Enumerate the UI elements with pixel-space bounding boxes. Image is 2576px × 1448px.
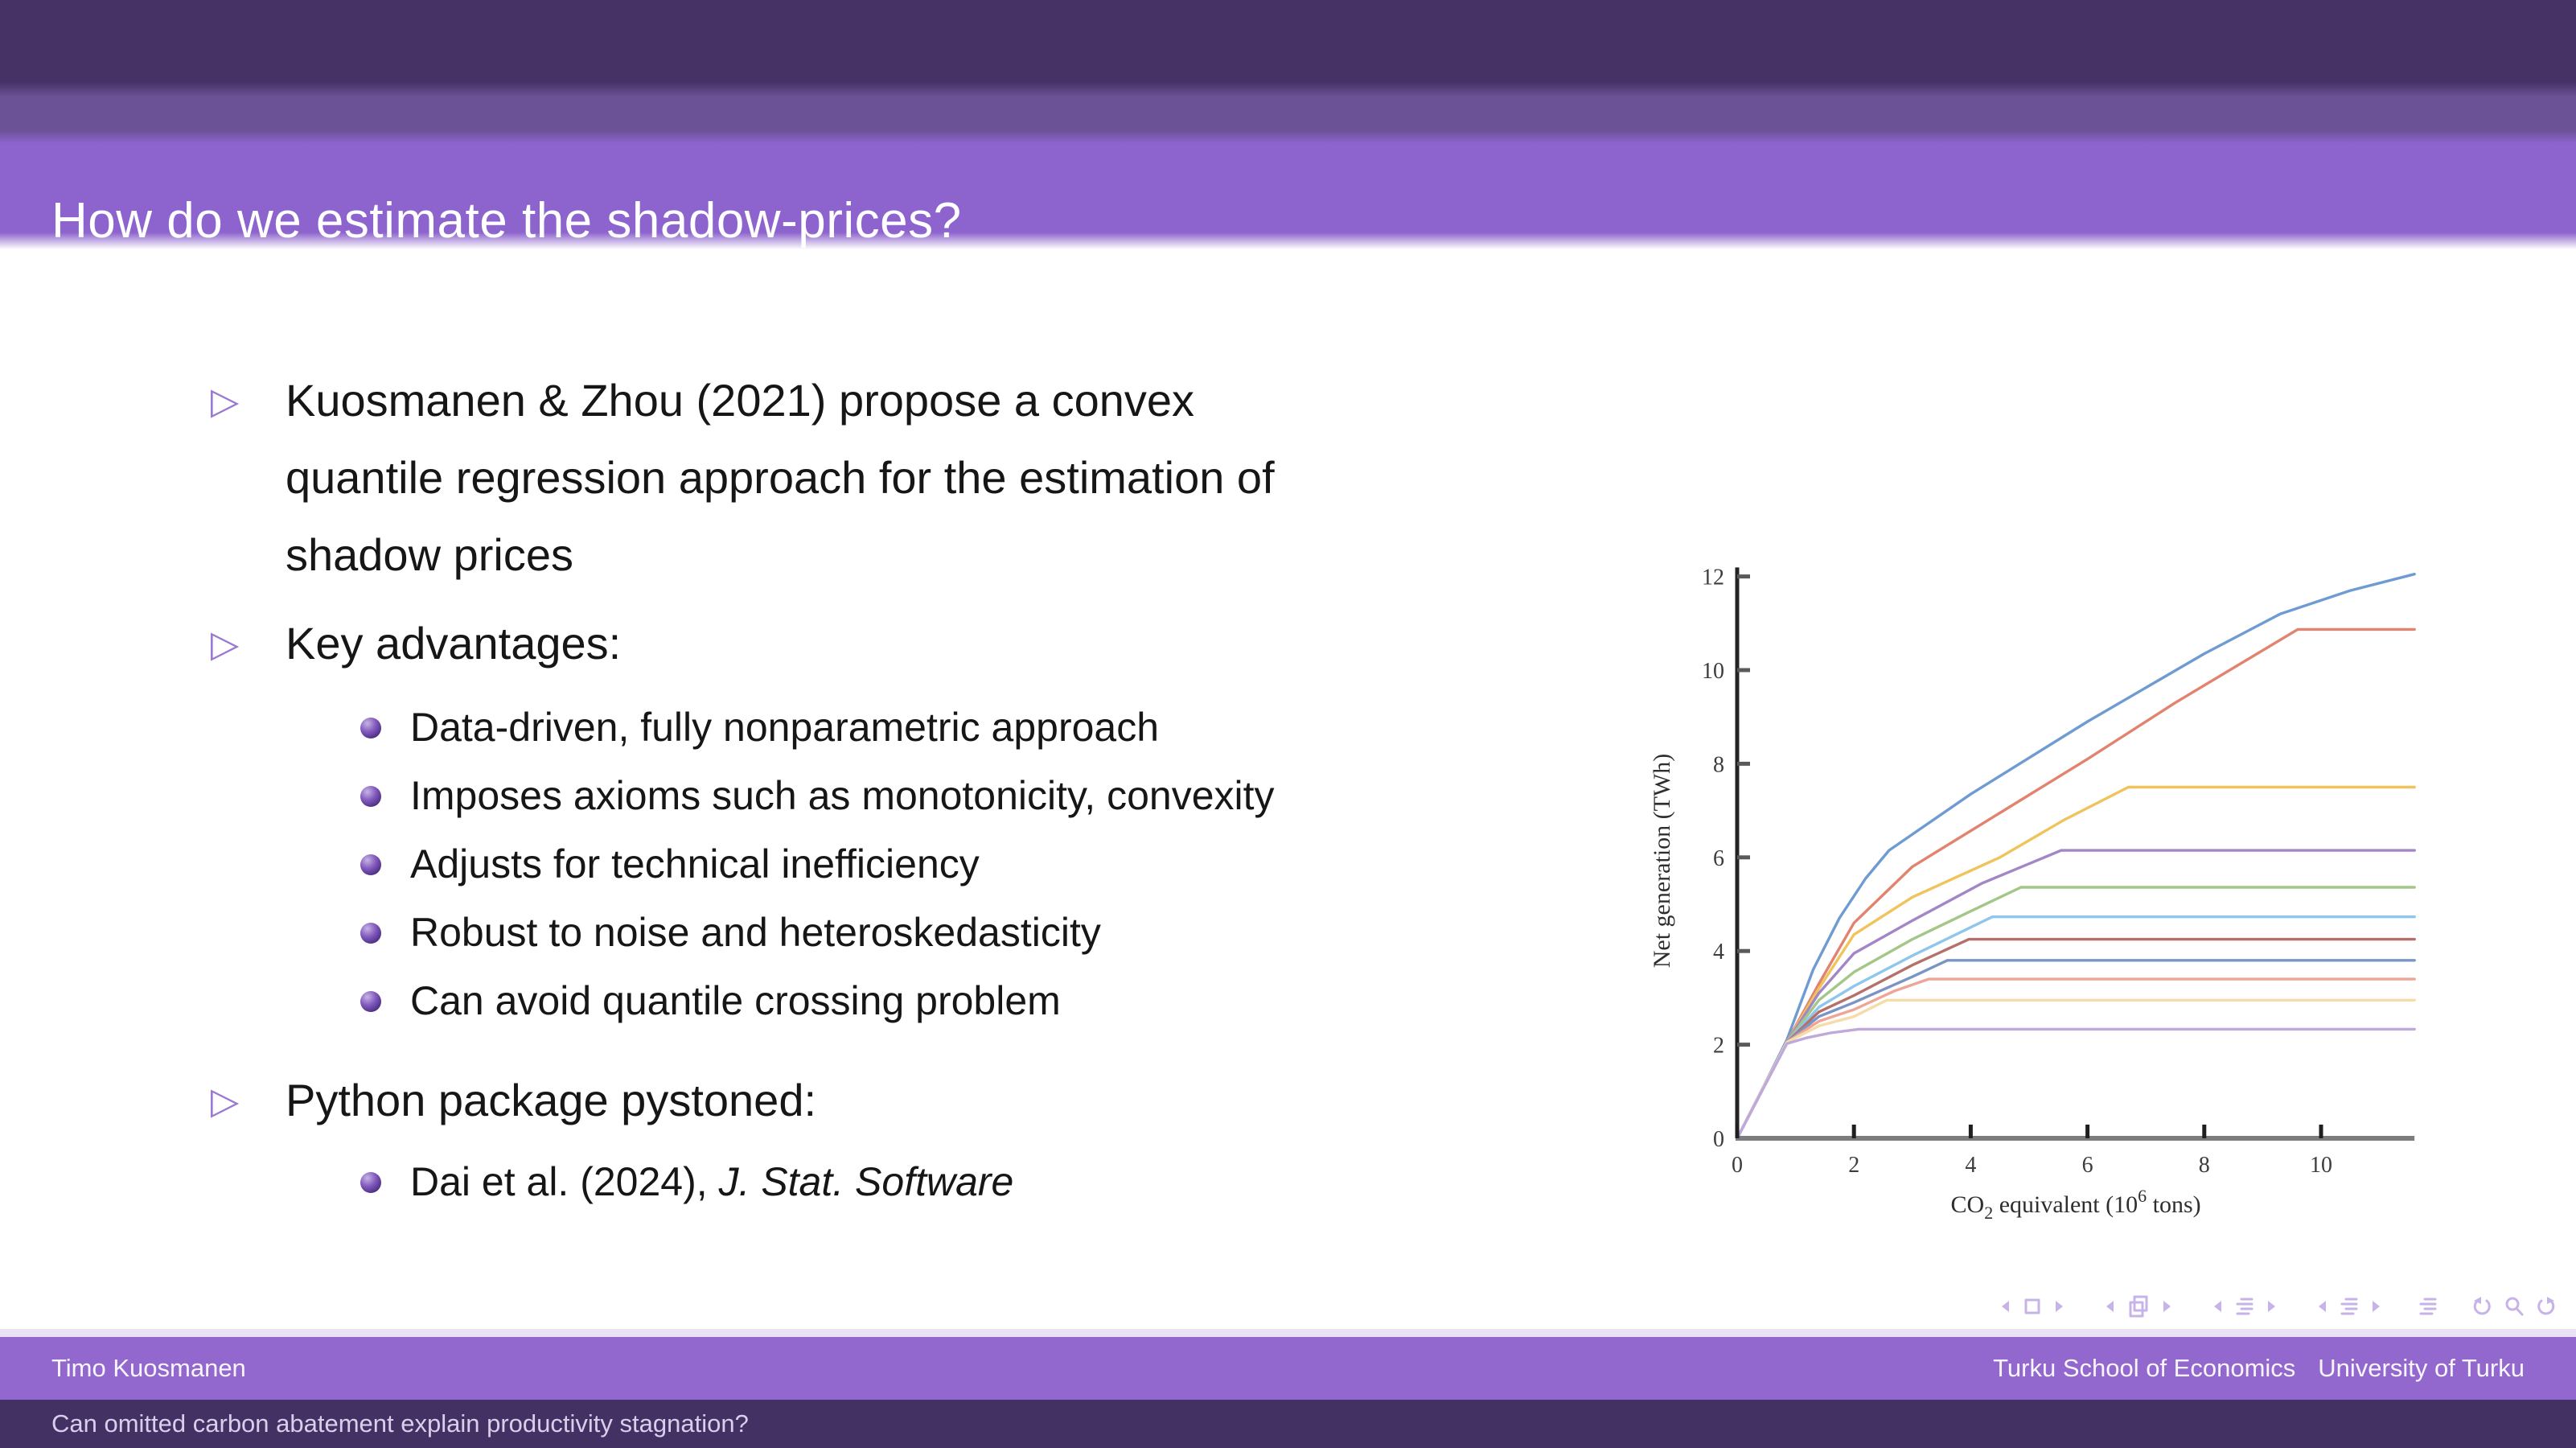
beamer-nav-bar — [1968, 1286, 2562, 1327]
journal-name: J. Stat. Software — [718, 1159, 1014, 1204]
bullet-item: Kuosmanen & Zhou (2021) propose a convex… — [286, 362, 1275, 594]
bullet-line: quantile regression approach for the est… — [286, 452, 1275, 503]
x-tick-label: 4 — [1965, 1153, 1976, 1178]
nav-section-group — [2309, 1294, 2389, 1318]
x-tick-label: 8 — [2199, 1153, 2210, 1178]
quantile-regression-chart: 0 2 4 6 8 10 0 2 4 6 8 10 12 Net generation (TWh) CO2 … — [1608, 531, 2576, 1287]
sub-bullet-text: Dai et al. (2024), — [410, 1159, 719, 1204]
triangle-bullet-icon: ▷ — [211, 380, 240, 422]
footer-institute-school: Turku School of Economics — [1993, 1354, 2296, 1382]
footer-institute: Turku School of Economics University of … — [1993, 1354, 2525, 1383]
x-tick-label: 0 — [1732, 1153, 1743, 1178]
nav-prev-section-icon[interactable] — [2313, 1294, 2331, 1318]
nav-find-icon[interactable] — [2503, 1294, 2525, 1319]
nav-next-section-icon[interactable] — [2368, 1294, 2385, 1318]
nav-slide-group — [1992, 1294, 2073, 1318]
sub-bullet-text: Robust to noise and heteroskedasticity — [410, 910, 1101, 955]
y-axis-title: Net generation (TWh) — [1649, 754, 1675, 969]
nav-tools-group — [2467, 1294, 2562, 1319]
nav-next-frame-icon[interactable] — [2159, 1294, 2176, 1318]
nav-subsection-icon[interactable] — [2234, 1294, 2255, 1318]
x-tick-label: 10 — [2310, 1153, 2332, 1178]
sub-bullet-item: Robust to noise and heteroskedasticity — [360, 899, 1101, 967]
footline-author-institute: Timo Kuosmanen Turku School of Economics… — [0, 1337, 2576, 1400]
nav-slide-icon[interactable] — [2022, 1294, 2043, 1318]
slide-content: ▷ Kuosmanen & Zhou (2021) propose a conv… — [199, 0, 1615, 1287]
y-tick-label: 4 — [1713, 940, 1724, 965]
frame-title: How do we estimate the shadow-prices? — [51, 192, 962, 249]
footer-author: Timo Kuosmanen — [51, 1354, 246, 1382]
y-tick-label: 12 — [1702, 566, 1724, 590]
chart-series-line-11 — [1736, 1027, 2416, 1140]
sub-bullet-text: Adjusts for technical inefficiency — [410, 841, 980, 886]
footer-presentation-title: Can omitted carbon abatement explain pro… — [51, 1409, 749, 1438]
nav-next-subsection-icon[interactable] — [2263, 1294, 2281, 1318]
sub-bullet-item: Dai et al. (2024), J. Stat. Software — [360, 1148, 1013, 1216]
chart-series-line-8 — [1736, 959, 2416, 1140]
chart-series-line-1 — [1736, 573, 2416, 1140]
nav-presentation-icon[interactable] — [2418, 1294, 2438, 1318]
bullet-line: Kuosmanen & Zhou (2021) propose a convex — [286, 375, 1195, 426]
nav-presentation-group — [2414, 1294, 2442, 1318]
nav-section-icon[interactable] — [2339, 1294, 2360, 1318]
bullet-item: Key advantages: — [286, 605, 621, 682]
sub-bullet-item: Can avoid quantile crossing problem — [360, 967, 1061, 1035]
nav-next-slide-icon[interactable] — [2051, 1294, 2069, 1318]
sub-bullet-item: Data-driven, fully nonparametric approac… — [360, 693, 1159, 762]
ball-bullet-icon — [360, 991, 381, 1012]
x-axis-title: CO2 equivalent (106 tons) — [1951, 1186, 2201, 1223]
chart-series-line-2 — [1736, 627, 2416, 1140]
nav-frame-group — [2097, 1294, 2180, 1319]
triangle-bullet-icon: ▷ — [211, 623, 240, 664]
chart-series-line-10 — [1736, 998, 2416, 1140]
sub-bullet-item: Adjusts for technical inefficiency — [360, 830, 980, 899]
sub-bullet-text: Data-driven, fully nonparametric approac… — [410, 705, 1160, 750]
ball-bullet-icon — [360, 854, 381, 875]
ball-bullet-icon — [360, 923, 381, 944]
x-tick-label: 6 — [2082, 1153, 2093, 1178]
bullet-line: Python package pystoned: — [286, 1075, 817, 1125]
ball-bullet-icon — [360, 1172, 381, 1193]
sub-bullet-item: Imposes axioms such as monotonicity, con… — [360, 762, 1275, 830]
y-tick-label: 6 — [1713, 846, 1724, 871]
bullet-line: shadow prices — [286, 529, 573, 580]
y-tick-label: 8 — [1713, 752, 1724, 777]
nav-prev-slide-icon[interactable] — [1996, 1294, 2014, 1318]
sub-bullet-text: Can avoid quantile crossing problem — [410, 978, 1061, 1023]
ball-bullet-icon — [360, 786, 381, 807]
nav-frame-icon[interactable] — [2126, 1294, 2151, 1319]
ball-bullet-icon — [360, 718, 381, 738]
nav-prev-frame-icon[interactable] — [2101, 1294, 2118, 1318]
nav-prev-subsection-icon[interactable] — [2208, 1294, 2226, 1318]
x-tick-label: 2 — [1848, 1153, 1859, 1178]
chart-series-line-5 — [1736, 886, 2416, 1140]
bullet-item: Python package pystoned: — [286, 1062, 816, 1139]
y-tick-label: 2 — [1713, 1034, 1724, 1059]
footer-institute-university: University of Turku — [2318, 1354, 2525, 1382]
y-tick-label: 10 — [1702, 659, 1724, 684]
header-bands: How do we estimate the shadow-prices? — [0, 0, 2576, 251]
sub-bullet-text: Imposes axioms such as monotonicity, con… — [410, 773, 1275, 818]
nav-back-icon[interactable] — [2471, 1294, 2495, 1319]
bullet-line: Key advantages: — [286, 618, 622, 668]
footline-short-title: Can omitted carbon abatement explain pro… — [0, 1400, 2576, 1448]
nav-forward-icon[interactable] — [2533, 1294, 2558, 1319]
nav-subsection-group — [2204, 1294, 2285, 1318]
chart-series-line-3 — [1736, 785, 2416, 1140]
chart-canvas: 0 2 4 6 8 10 0 2 4 6 8 10 12 Net generation (TWh) CO2 … — [1649, 566, 2416, 1223]
triangle-bullet-icon: ▷ — [211, 1080, 240, 1121]
footer-divider — [0, 1329, 2576, 1337]
y-tick-label: 0 — [1713, 1127, 1724, 1152]
